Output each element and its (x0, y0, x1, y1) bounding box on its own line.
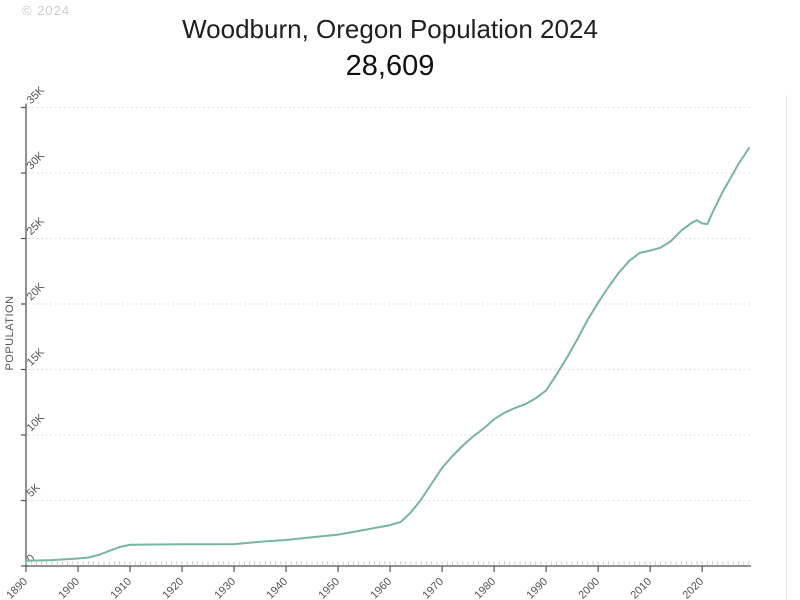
x-tick-label: 1900 (56, 576, 82, 600)
x-tick-label: 1910 (108, 576, 134, 600)
x-tick-label: 1920 (160, 576, 186, 600)
y-tick-label: 5K (25, 481, 43, 499)
x-tick-label: 1890 (4, 576, 30, 600)
x-tick-label: 1950 (316, 576, 342, 600)
chart-right-border (786, 95, 787, 600)
population-line (25, 147, 750, 562)
y-tick-label: 10K (25, 411, 48, 434)
x-tick-label: 1990 (524, 576, 550, 600)
copyright-watermark: © 2024 (22, 3, 71, 18)
x-tick-label: 1930 (212, 576, 238, 600)
y-tick-label: 35K (25, 84, 48, 107)
x-tick-label: 2000 (576, 576, 602, 600)
x-tick-label: 1970 (420, 576, 446, 600)
chart-title: Woodburn, Oregon Population 2024 (182, 14, 598, 44)
y-tick-label: 20K (25, 280, 48, 303)
x-tick-label: 1980 (472, 576, 498, 600)
x-tick-label: 2020 (680, 576, 706, 600)
chart-subtitle: 28,609 (345, 50, 435, 82)
y-tick-label: 30K (25, 149, 48, 172)
x-tick-label: 1940 (264, 576, 290, 600)
y-tick-label: 15K (25, 346, 48, 369)
y-tick-label: 25K (25, 215, 48, 238)
x-tick-label: 1960 (368, 576, 394, 600)
x-tick-label: 2010 (628, 576, 654, 600)
